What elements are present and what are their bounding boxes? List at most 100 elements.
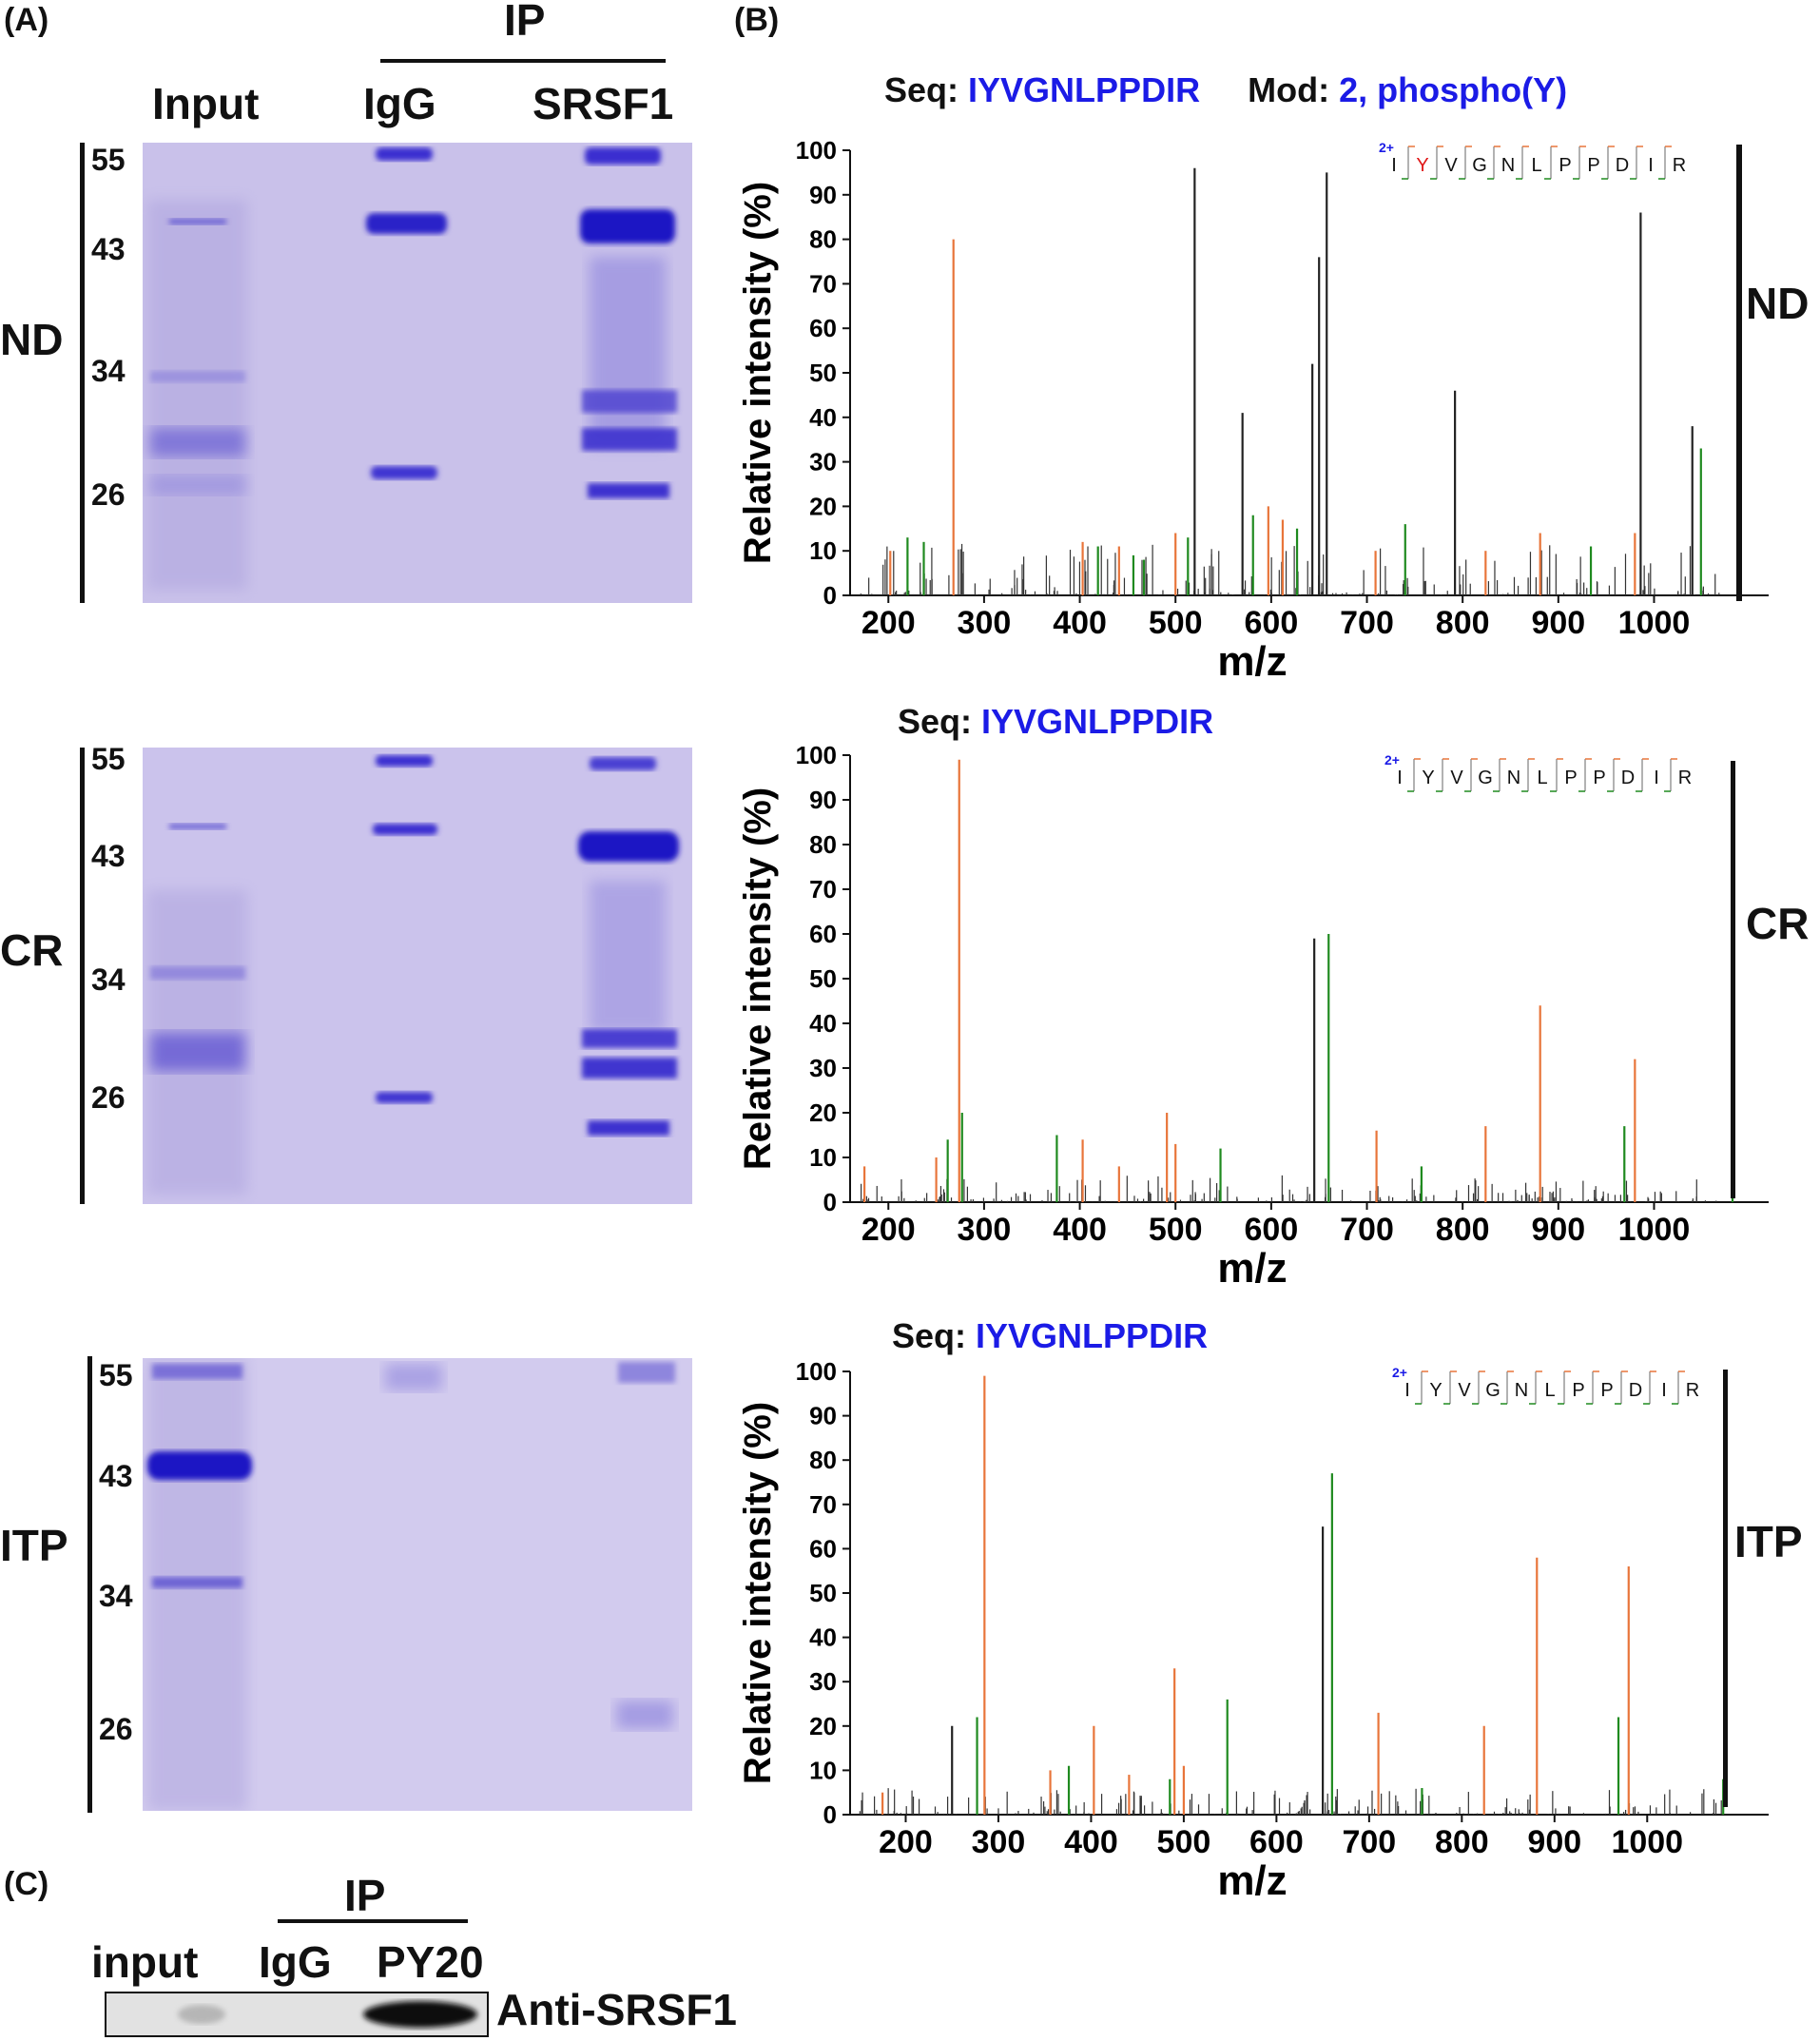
residue: D bbox=[1629, 1380, 1642, 1401]
residue: L bbox=[1537, 768, 1547, 788]
y-tick-label: 100 bbox=[796, 136, 837, 165]
gel-cr-marker-34: 34 bbox=[91, 962, 126, 997]
spectrum-nd-side-bar bbox=[1736, 145, 1742, 601]
y-tick-label: 10 bbox=[809, 1143, 837, 1172]
residue: R bbox=[1686, 1380, 1699, 1401]
residue: I bbox=[1397, 768, 1403, 788]
x-tick-label: 300 bbox=[958, 605, 1012, 641]
spectrum-itp-side-bar bbox=[1723, 1370, 1728, 1807]
residue: R bbox=[1678, 768, 1692, 788]
y-tick-label: 60 bbox=[809, 314, 837, 342]
y-tick-label: 60 bbox=[809, 1534, 837, 1563]
spectrum-cr-seq-value: IYVGNLPPDIR bbox=[981, 702, 1214, 741]
residue: Y bbox=[1422, 768, 1434, 788]
residue: L bbox=[1531, 155, 1541, 176]
gel-nd-bands bbox=[143, 143, 692, 603]
residue: R bbox=[1673, 155, 1686, 176]
charge-label: 2+ bbox=[1379, 140, 1394, 155]
spectrum-itp-title: Seq: IYVGNLPPDIR bbox=[892, 1316, 1208, 1356]
y-tick-label: 0 bbox=[823, 581, 837, 610]
spectrum-cr-side-bar bbox=[1731, 761, 1735, 1198]
residue: G bbox=[1478, 768, 1493, 788]
blot-ip-label: IP bbox=[344, 1871, 386, 1920]
gel-nd-marker-55: 55 bbox=[91, 143, 126, 177]
y-axis-label: Relative intensity (%) bbox=[737, 787, 779, 1170]
spectrum-nd: 0 10 20 30 40 50 60 70 80 90 100 200 300 400 500 600 700… bbox=[737, 136, 1769, 685]
blot-ip-bar bbox=[278, 1919, 468, 1923]
y-tick-label: 20 bbox=[809, 1712, 837, 1740]
fragment-diagram: 2+I Y V G N L P P D I R bbox=[1384, 752, 1692, 792]
y-tick-label: 50 bbox=[809, 359, 837, 387]
spectrum-itp: 0 10 20 30 40 50 60 70 80 90 100 200 300 400 500 600 700… bbox=[737, 1357, 1769, 1904]
gel-cr-marker-26: 26 bbox=[91, 1080, 126, 1115]
gel-itp-marker-55: 55 bbox=[99, 1358, 133, 1392]
y-tick-label: 70 bbox=[809, 269, 837, 298]
noise-peaks bbox=[859, 1788, 1722, 1815]
spectrum-cr: 0 10 20 30 40 50 60 70 80 90 100 200 300 400 500 600 700… bbox=[737, 741, 1769, 1292]
gel-nd-marker-26: 26 bbox=[91, 477, 126, 512]
gel-cr-bands bbox=[143, 748, 692, 1204]
y-tick-label: 80 bbox=[809, 830, 837, 859]
x-tick-label: 800 bbox=[1436, 1212, 1490, 1248]
residue: V bbox=[1458, 1380, 1471, 1401]
x-tick-label: 700 bbox=[1340, 1212, 1394, 1248]
residue: P bbox=[1600, 1380, 1613, 1401]
y-tick-label: 70 bbox=[809, 875, 837, 904]
spectrum-nd-mod-value: 2, phospho(Y) bbox=[1339, 70, 1568, 109]
fragment-diagram: 2+I Y V G N L P P D I R bbox=[1379, 140, 1686, 180]
x-tick-label: 300 bbox=[972, 1824, 1026, 1860]
residue: I bbox=[1648, 155, 1654, 176]
residue: P bbox=[1587, 155, 1599, 176]
noise-peaks bbox=[860, 543, 1720, 595]
x-tick-label: 500 bbox=[1157, 1824, 1211, 1860]
gel-ip-bar bbox=[380, 59, 666, 63]
blot-antibody: Anti-SRSF1 bbox=[496, 1985, 737, 2034]
spectrum-itp-condition: ITP bbox=[1734, 1517, 1803, 1566]
gel-lane-input: Input bbox=[152, 79, 260, 128]
y-tick-label: 0 bbox=[823, 1188, 837, 1216]
y-tick-label: 20 bbox=[809, 1098, 837, 1127]
spectrum-nd-title: Seq: IYVGNLPPDIR Mod: 2, phospho(Y) bbox=[884, 70, 1567, 110]
residue: L bbox=[1544, 1380, 1555, 1401]
y-tick-label: 50 bbox=[809, 1579, 837, 1607]
charge-label: 2+ bbox=[1392, 1365, 1407, 1380]
x-tick-label: 500 bbox=[1149, 1212, 1203, 1248]
x-axis-label: m/z bbox=[1217, 1857, 1287, 1904]
gel-cr bbox=[143, 748, 692, 1204]
x-tick-label: 200 bbox=[862, 605, 916, 641]
gel-itp-marker-43: 43 bbox=[99, 1459, 133, 1493]
y-tick-label: 50 bbox=[809, 964, 837, 993]
charge-label: 2+ bbox=[1384, 752, 1400, 768]
spectrum-nd-condition: ND bbox=[1746, 279, 1810, 328]
y-axis-label: Relative intensity (%) bbox=[737, 1402, 779, 1784]
residue: Y bbox=[1416, 155, 1428, 176]
spectrum-cr-seq-label: Seq: bbox=[898, 702, 973, 741]
residue: P bbox=[1572, 1380, 1584, 1401]
residue: V bbox=[1450, 768, 1463, 788]
y-tick-label: 80 bbox=[809, 1446, 837, 1474]
residue: N bbox=[1507, 768, 1520, 788]
residue: P bbox=[1564, 768, 1577, 788]
y-tick-label: 0 bbox=[823, 1800, 837, 1829]
fragment-diagram: 2+I Y V G N L P P D I R bbox=[1392, 1365, 1699, 1405]
x-tick-label: 400 bbox=[1053, 605, 1107, 641]
x-tick-label: 900 bbox=[1527, 1824, 1581, 1860]
residue: G bbox=[1472, 155, 1487, 176]
x-tick-label: 800 bbox=[1436, 605, 1490, 641]
residue: N bbox=[1515, 1380, 1528, 1401]
residue: D bbox=[1621, 768, 1635, 788]
x-tick-label: 1000 bbox=[1618, 605, 1691, 641]
y-tick-label: 100 bbox=[796, 741, 837, 769]
x-tick-label: 700 bbox=[1342, 1824, 1396, 1860]
y-tick-label: 90 bbox=[809, 786, 837, 814]
x-tick-label: 700 bbox=[1340, 605, 1394, 641]
y-tick-label: 90 bbox=[809, 181, 837, 209]
x-tick-label: 200 bbox=[862, 1212, 916, 1248]
y-tick-label: 30 bbox=[809, 1667, 837, 1696]
spectrum-nd-mod-label: Mod: bbox=[1248, 70, 1330, 109]
panel-b-letter: (B) bbox=[734, 2, 780, 38]
noise-peaks bbox=[860, 1175, 1717, 1202]
gel-lane-igg: IgG bbox=[363, 79, 436, 128]
x-axis-label: m/z bbox=[1217, 638, 1287, 685]
gel-cr-condition: CR bbox=[0, 925, 64, 975]
